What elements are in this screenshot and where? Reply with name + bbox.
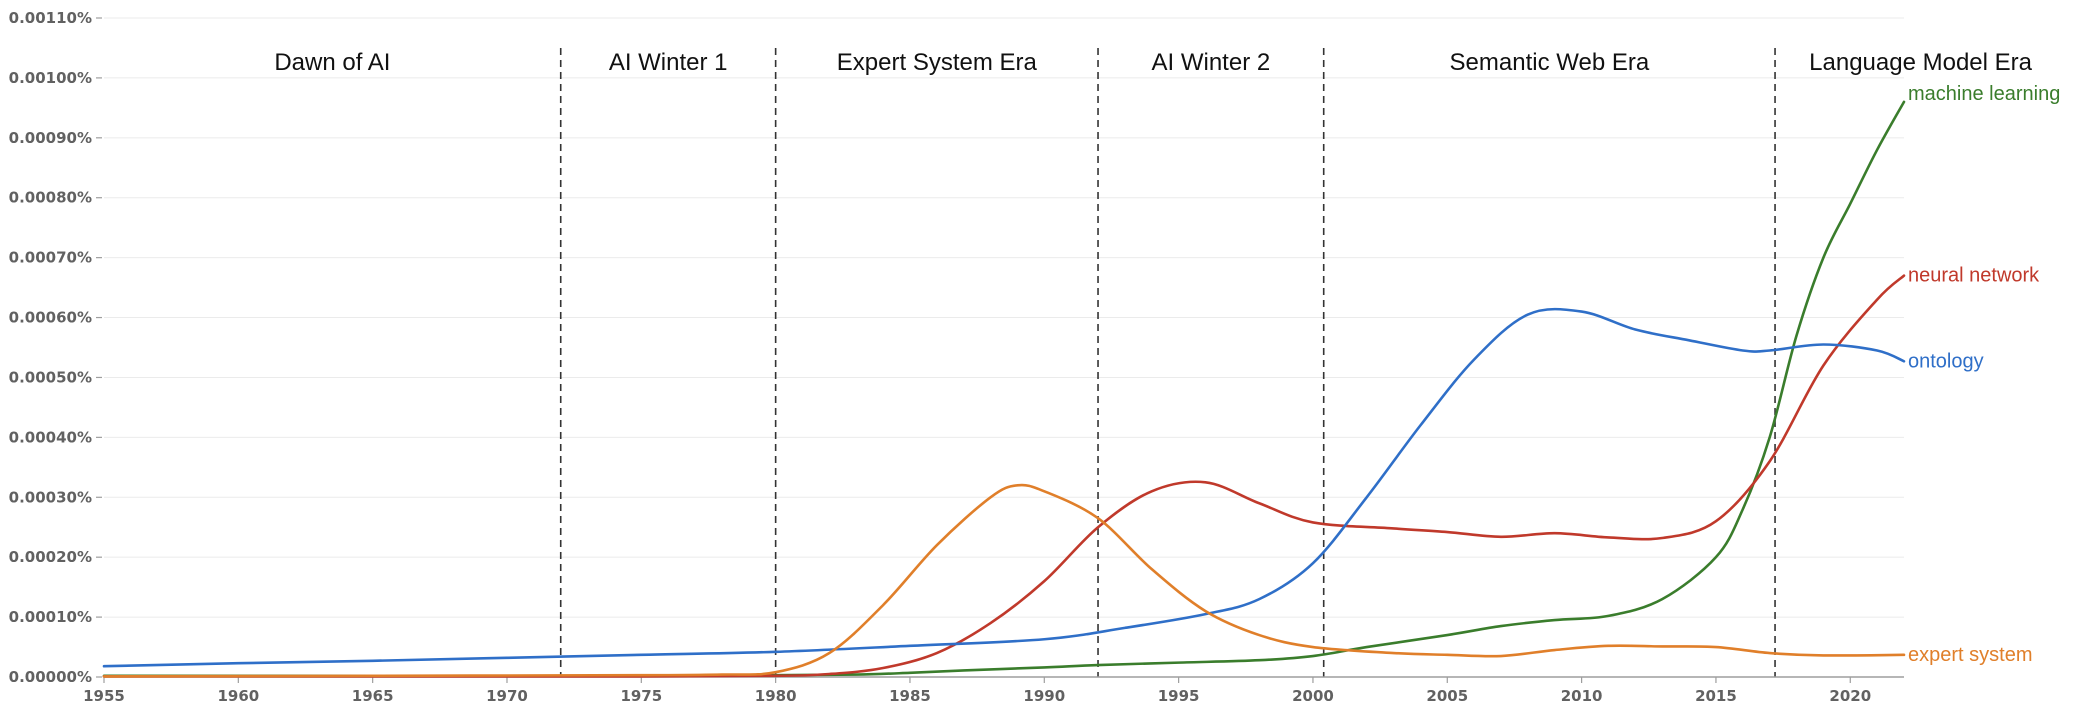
x-tick-label: 1990 — [1023, 687, 1065, 705]
series-line-neural-network — [102, 274, 1906, 678]
y-tick-label: 0.00110% — [9, 9, 92, 27]
x-tick-label: 1960 — [217, 687, 259, 705]
y-tick-label: 0.00070% — [9, 249, 92, 267]
series-line-machine-learning — [102, 100, 1906, 678]
era-label: AI Winter 2 — [1152, 49, 1271, 76]
x-tick-label: 1985 — [889, 687, 931, 705]
x-tick-label: 1970 — [486, 687, 528, 705]
series-label-machine-learning: machine learning — [1908, 83, 2060, 105]
x-tick-label: 2005 — [1426, 687, 1468, 705]
series-labels: machine learning neural network ontology ex… — [1908, 83, 2060, 666]
y-tick-label: 0.00050% — [9, 368, 92, 386]
era-label: Expert System Era — [837, 49, 1038, 76]
grid-lines — [104, 17, 1904, 618]
x-tick-label: 2020 — [1829, 687, 1871, 705]
y-tick-label: 0.00090% — [9, 129, 92, 147]
x-tick-label: 2000 — [1292, 687, 1334, 705]
series-lines — [102, 100, 1906, 678]
x-tick-label: 1975 — [620, 687, 662, 705]
y-tick-label: 0.00040% — [9, 428, 92, 446]
series-label-ontology: ontology — [1908, 350, 1984, 372]
y-tick-label: 0.00010% — [9, 608, 92, 626]
x-tick-label: 2010 — [1561, 687, 1603, 705]
x-tick-label: 1965 — [352, 687, 394, 705]
era-label: Dawn of AI — [274, 49, 390, 76]
y-tick-label: 0.00020% — [9, 548, 92, 566]
axes: 0.00000% 0.00010% 0.00020% 0.00030% 0.00040%… — [9, 9, 1904, 705]
series-line-expert-system — [102, 483, 1906, 678]
x-tick-label: 1980 — [755, 687, 797, 705]
y-tick-label: 0.00030% — [9, 488, 92, 506]
x-tick-label: 1955 — [83, 687, 125, 705]
era-label: Semantic Web Era — [1450, 49, 1650, 76]
era-label: AI Winter 1 — [609, 49, 728, 76]
series-line-ontology — [102, 307, 1906, 668]
x-tick-label: 1995 — [1158, 687, 1200, 705]
series-label-expert-system: expert system — [1908, 644, 2032, 666]
era-label: Language Model Era — [1809, 49, 2032, 76]
series-label-neural-network: neural network — [1908, 265, 2040, 287]
y-tick-label: 0.00100% — [9, 69, 92, 87]
y-tick-label: 0.00000% — [9, 668, 92, 686]
y-tick-label: 0.00080% — [9, 189, 92, 207]
x-tick-label: 2015 — [1695, 687, 1737, 705]
y-tick-label: 0.00060% — [9, 309, 92, 327]
era-dividers: Dawn of AI AI Winter 1 Expert System Era AI… — [274, 48, 2033, 677]
